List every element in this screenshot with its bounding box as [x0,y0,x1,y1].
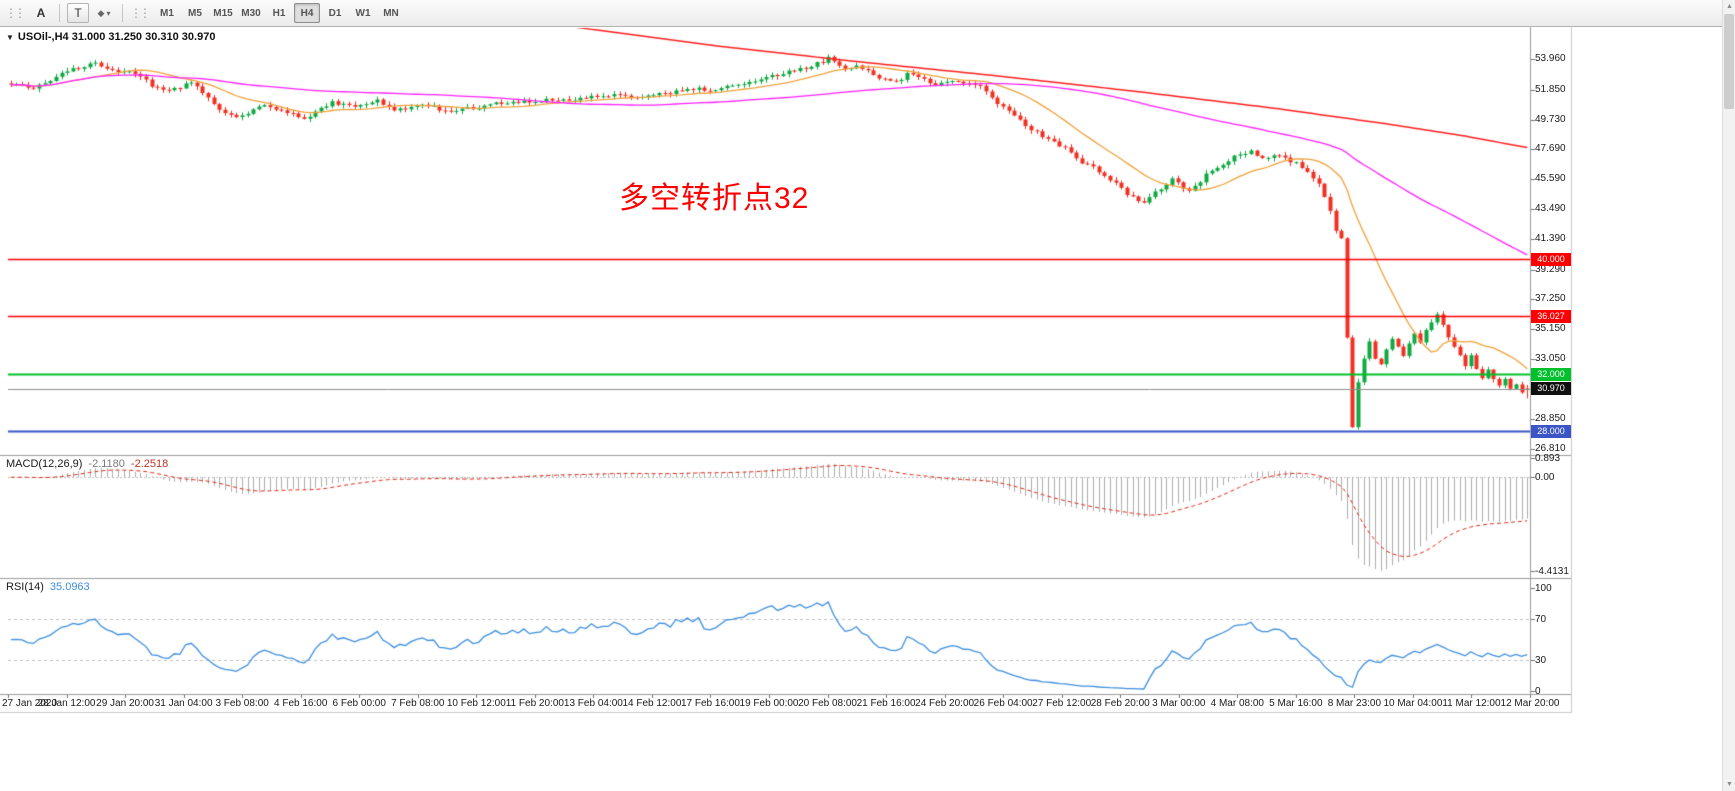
text-tool-label: A [36,6,46,20]
macd-main-value: -2.1180 [88,458,125,470]
timeframe-button-d1[interactable]: D1 [328,7,342,19]
toolbar-drag-handle-icon[interactable]: ⋮⋮ [5,6,26,20]
toolbar: ⋮⋮ A T ◆ ▾ ⋮⋮ M1 M5 M15 M30 H1 H4 D1 W1 MN [0,0,1735,27]
timeframe-button-h1[interactable]: H1 [272,7,286,19]
dropdown-caret-icon: ▾ [106,8,111,18]
macd-title: MACD(12,26,9) [6,458,83,470]
timeframe-button-mn[interactable]: MN [383,7,399,19]
scrollbar-thumb[interactable] [1724,14,1734,109]
toolbar-separator [122,4,123,22]
text-tool-button[interactable]: A [30,3,52,23]
timeframe-button-m30[interactable]: M30 [241,7,261,19]
timeframe-button-m1[interactable]: M1 [160,7,174,19]
rsi-value: 35.0963 [49,581,90,593]
rsi-title: RSI(14) [6,581,44,593]
macd-signal-value: -2.2518 [130,458,169,470]
scroll-up-arrow-icon[interactable]: ▲ [1726,3,1733,10]
rsi-panel-header: RSI(14) 35.0963 [6,581,90,593]
timeframe-button-w1[interactable]: W1 [355,7,371,19]
toolbar-separator [59,4,60,22]
symbol-ohlc-text: USOil-,H4 31.000 31.250 30.310 30.970 [17,31,216,43]
text-label-tool-button[interactable]: T [67,3,89,23]
timeframe-group: M1 M5 M15 M30 H1 H4 D1 W1 MN [153,3,405,23]
shapes-tool-button[interactable]: ◆ ▾ [93,3,115,23]
vertical-scrollbar[interactable]: ▲ ▼ [1722,0,1735,791]
text-label-tool-label: T [74,6,82,20]
chart-symbol-header: ▼ USOil-,H4 31.000 31.250 30.310 30.970 [6,31,215,43]
macd-panel-header: MACD(12,26,9) -2.1180 -2.2518 [6,458,168,470]
chart-annotation: 多空转折点32 [619,182,810,215]
timeframe-drag-handle-icon[interactable]: ⋮⋮ [130,6,151,20]
one-click-trading-toggle-icon[interactable]: ▼ [6,32,14,42]
timeframe-button-h4[interactable]: H4 [294,3,320,23]
timeframe-button-m15[interactable]: M15 [213,7,233,19]
timeframe-button-m5[interactable]: M5 [188,7,202,19]
shapes-icon: ◆ [97,7,105,18]
scroll-down-arrow-icon[interactable]: ▼ [1726,781,1733,788]
